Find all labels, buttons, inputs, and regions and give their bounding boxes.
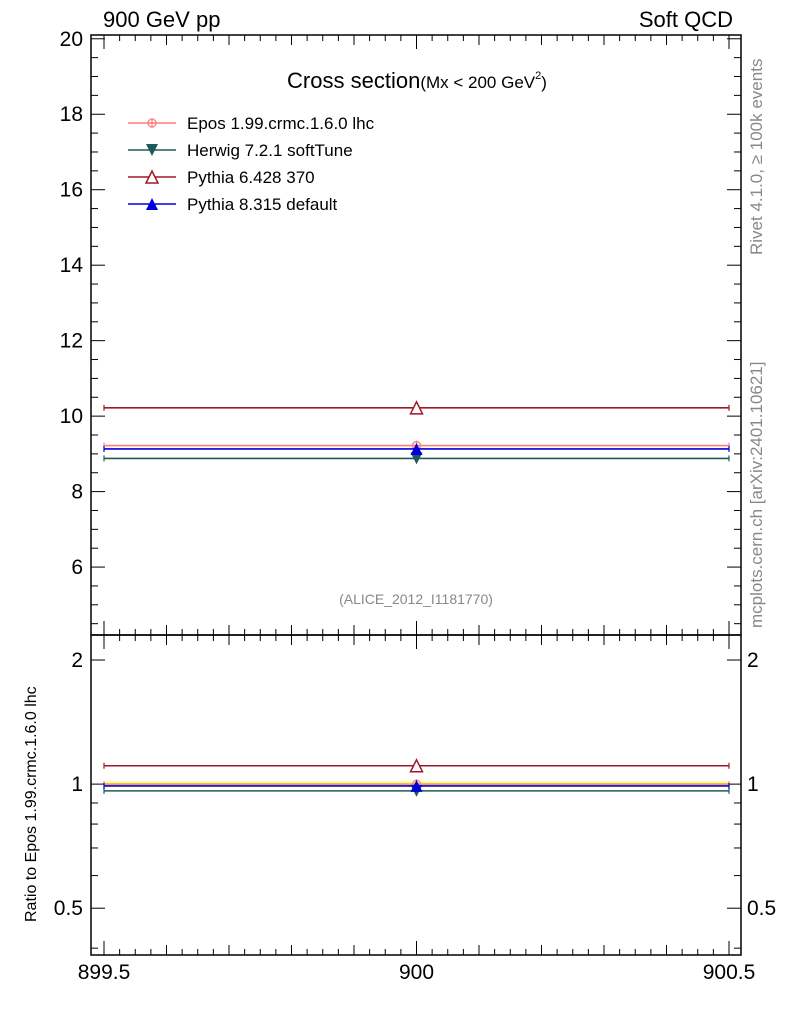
data-point-pythia6 — [409, 400, 424, 415]
x-tick-label: 900 — [399, 961, 434, 984]
legend: Epos 1.99.crmc.1.6.0 lhc Herwig 7.2.1 sof… — [128, 114, 375, 214]
y-tick-label: 6 — [71, 556, 83, 579]
plot-title-main: Cross section — [287, 68, 420, 93]
analysis-label: (ALICE_2012_I1181770) — [339, 591, 493, 607]
ratio-y-tick-label-right: 0.5 — [747, 897, 776, 920]
legend-marker-pythia8 — [146, 198, 158, 210]
y-tick-label: 12 — [60, 330, 83, 353]
legend-label-pythia6: Pythia 6.428 370 — [187, 168, 315, 187]
data-series — [103, 400, 730, 797]
plot-title-close: ) — [541, 73, 547, 92]
legend-label-herwig: Herwig 7.2.1 softTune — [187, 141, 353, 160]
y-tick-label: 18 — [60, 103, 83, 126]
ratio-y-tick-label-left: 0.5 — [54, 897, 83, 920]
y-tick-label: 10 — [60, 405, 83, 428]
legend-label-epos: Epos 1.99.crmc.1.6.0 lhc — [187, 114, 375, 133]
ratio-point-pythia8 — [410, 779, 423, 792]
header-left-label: 900 GeV pp — [103, 7, 221, 32]
legend-marker-herwig — [146, 144, 158, 156]
x-tick-label: 899.5 — [78, 961, 131, 984]
plot-title-sup: 2 — [535, 70, 541, 82]
plot-title: Cross section(Mx < 200 GeV2) — [287, 68, 547, 93]
ratio-point-pythia6 — [409, 758, 424, 773]
ratio-y-tick-label-right: 2 — [747, 649, 759, 672]
legend-label-pythia8: Pythia 8.315 default — [187, 195, 338, 214]
ratio-y-tick-label-right: 1 — [747, 773, 759, 796]
ratio-y-tick-label-left: 2 — [71, 649, 83, 672]
y-tick-label: 14 — [60, 254, 84, 277]
y-tick-label: 16 — [60, 179, 83, 202]
axis-ticks — [91, 35, 741, 955]
y-tick-label: 20 — [60, 28, 83, 51]
legend-marker-pythia6 — [144, 169, 160, 184]
mcplots-label: mcplots.cern.ch [arXiv:2401.10621] — [747, 362, 766, 628]
x-tick-label: 900.5 — [703, 961, 756, 984]
y-tick-label: 8 — [71, 481, 83, 504]
header-right-label: Soft QCD — [638, 7, 733, 32]
plot-title-sub: (Mx < 200 GeV — [420, 73, 535, 92]
ratio-y-tick-label-left: 1 — [71, 773, 83, 796]
data-point-pythia8 — [410, 442, 423, 455]
data-point-herwig — [410, 452, 423, 465]
rivet-version-label: Rivet 4.1.0, ≥ 100k events — [747, 59, 766, 255]
ratio-y-axis-label: Ratio to Epos 1.99.crmc.1.6.0 lhc — [23, 686, 40, 922]
